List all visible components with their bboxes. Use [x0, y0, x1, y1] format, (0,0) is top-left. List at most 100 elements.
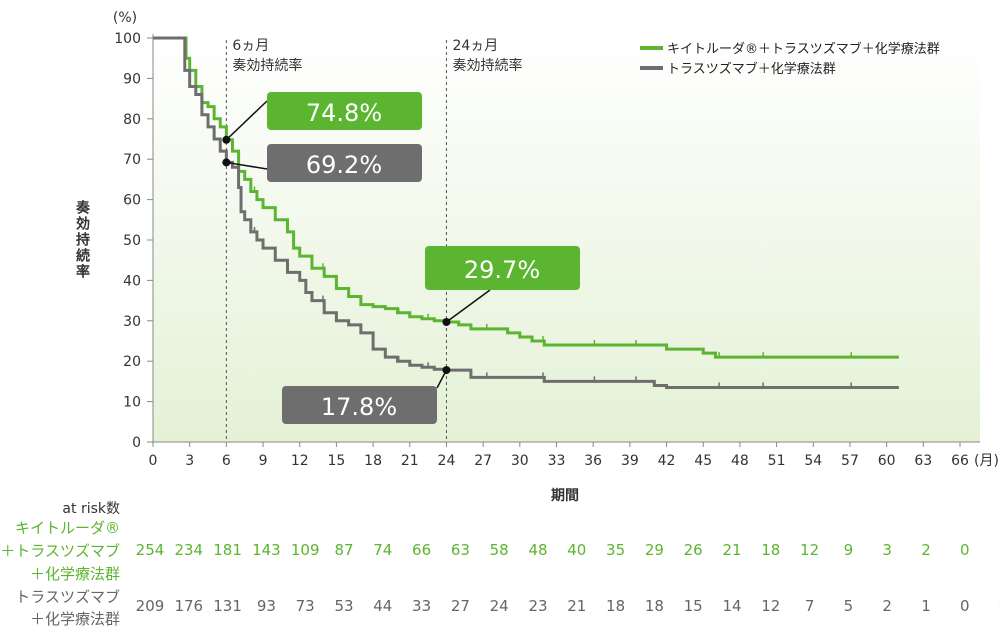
survival-curve-pembro: [153, 36, 899, 359]
at-risk-value: 234: [174, 541, 203, 559]
at-risk-value: 74: [373, 541, 392, 559]
x-tick-label: 63: [914, 453, 932, 469]
at-risk-value: 143: [252, 541, 281, 559]
annotation-label: 17.8%: [321, 393, 397, 421]
at-risk-value: 18: [645, 597, 664, 615]
at-risk-value: 14: [722, 597, 741, 615]
y-tick-label: 0: [132, 435, 141, 451]
x-tick-label: 3: [185, 453, 194, 469]
annotation-box: [282, 386, 437, 424]
at-risk-value: 58: [490, 541, 509, 559]
annotation-leader: [225, 100, 268, 141]
y-tick-label: 10: [123, 395, 141, 411]
at-risk-value: 87: [334, 541, 353, 559]
legend-entry: トラスツズマブ＋化学療法群: [667, 61, 836, 77]
at-risk-value: 176: [174, 597, 203, 615]
annotation-point: [222, 135, 231, 144]
at-risk-value: 2: [921, 541, 931, 559]
annotation-box: [267, 144, 422, 182]
at-risk-value: 21: [722, 541, 741, 559]
x-axis-label: 期間: [551, 488, 579, 504]
at-risk-value: 27: [451, 597, 470, 615]
x-tick-label: 51: [768, 453, 786, 469]
at-risk-value: 18: [606, 597, 625, 615]
at-risk-value: 53: [334, 597, 353, 615]
reference-label: 奏効持続率: [232, 57, 302, 74]
at-risk-value: 109: [291, 541, 320, 559]
at-risk-value: 209: [136, 597, 165, 615]
annotation-leader: [446, 289, 491, 323]
annotation-leader: [226, 161, 268, 170]
reference-label: 6ヵ月: [232, 38, 269, 54]
annotation-box: [425, 246, 580, 290]
at-risk-value: 29: [645, 541, 664, 559]
at-risk-value: 44: [373, 597, 392, 615]
reference-label: 24ヵ月: [452, 38, 498, 54]
x-tick-label: 18: [364, 453, 382, 469]
annotation-point: [222, 158, 231, 167]
x-tick-label: 24: [438, 453, 456, 469]
x-tick-label: 12: [291, 453, 309, 469]
at-risk-value: 40: [567, 541, 586, 559]
at-risk-value: 48: [528, 541, 547, 559]
x-tick-label: 60: [878, 453, 896, 469]
at-risk-value: 35: [606, 541, 625, 559]
at-risk-value: 12: [761, 597, 780, 615]
y-unit: (%): [113, 10, 137, 26]
y-tick-label: 70: [123, 152, 141, 168]
at-risk-value: 0: [960, 541, 970, 559]
at-risk-value: 131: [213, 597, 242, 615]
annotation-label: 74.8%: [306, 99, 382, 127]
annotation-point: [442, 366, 451, 375]
at-risk-group-label: ＋化学療法群: [30, 610, 120, 628]
y-tick-label: 90: [123, 71, 141, 87]
at-risk-value: 1: [921, 597, 931, 615]
at-risk-value: 66: [412, 541, 431, 559]
x-tick-label: 57: [841, 453, 859, 469]
annotation-point: [442, 318, 451, 327]
at-risk-value: 0: [999, 541, 1000, 559]
at-risk-group-label: トラスツズマブ: [15, 588, 120, 606]
y-tick-label: 40: [123, 273, 141, 289]
y-tick-label: 20: [123, 354, 141, 370]
at-risk-value: 2: [882, 597, 892, 615]
at-risk-value: 18: [761, 541, 780, 559]
x-tick-label: 30: [511, 453, 529, 469]
x-tick-label: 6: [222, 453, 231, 469]
x-tick-label: 15: [327, 453, 345, 469]
x-unit: (月): [974, 453, 999, 469]
x-tick-label: 54: [804, 453, 822, 469]
at-risk-value: 73: [296, 597, 315, 615]
survival-curve-control: [153, 36, 899, 389]
y-tick-label: 80: [123, 112, 141, 128]
x-tick-label: 0: [149, 453, 158, 469]
at-risk-value: 63: [451, 541, 470, 559]
x-tick-label: 27: [474, 453, 492, 469]
x-tick-label: 45: [694, 453, 712, 469]
x-tick-label: 21: [401, 453, 419, 469]
legend-entry: キイトルーダ®＋トラスツズマブ＋化学療法群: [667, 41, 940, 57]
y-tick-label: 100: [114, 31, 141, 47]
at-risk-value: 93: [257, 597, 276, 615]
y-axis-label: 奏効持続率: [74, 199, 91, 280]
at-risk-value: 5: [844, 597, 854, 615]
annotation-label: 69.2%: [306, 151, 382, 179]
at-risk-value: 24: [490, 597, 509, 615]
at-risk-value: 33: [412, 597, 431, 615]
annotation-label: 29.7%: [464, 256, 540, 284]
annotation-box: [267, 92, 422, 130]
at-risk-value: 9: [844, 541, 854, 559]
x-tick-label: 66: [951, 453, 969, 469]
at-risk-value: 12: [800, 541, 819, 559]
at-risk-value: 26: [684, 541, 703, 559]
at-risk-value: 3: [882, 541, 892, 559]
at-risk-value: 0: [960, 597, 970, 615]
x-tick-label: 36: [584, 453, 602, 469]
at-risk-value: 7: [805, 597, 815, 615]
at-risk-value: 0: [999, 597, 1000, 615]
at-risk-value: 23: [528, 597, 547, 615]
at-risk-value: 254: [136, 541, 165, 559]
at-risk-value: 15: [684, 597, 703, 615]
y-tick-label: 50: [123, 233, 141, 249]
